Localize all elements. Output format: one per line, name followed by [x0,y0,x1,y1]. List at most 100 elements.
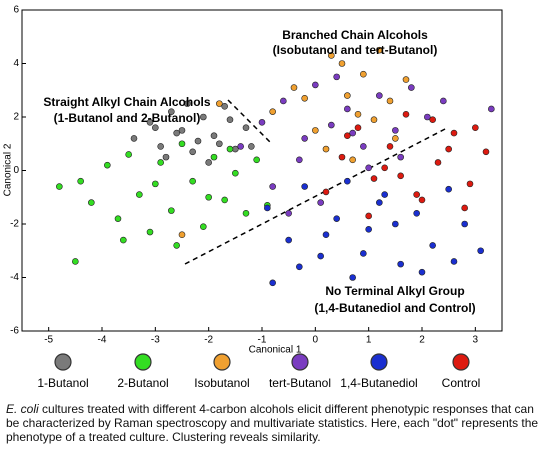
point [434,159,442,166]
point [349,156,356,164]
point [386,143,394,150]
point [205,159,212,166]
point [370,116,378,123]
point [178,127,186,134]
point [418,268,426,276]
point [152,180,159,188]
point [461,204,468,212]
point [189,148,196,156]
annotation: (1-Butanol and 2-Butanol) [54,111,201,125]
legend-marker [213,353,231,371]
point [354,111,362,118]
point [381,191,388,198]
caption-text: cultures treated with different 4-carbon… [6,402,539,444]
point [301,135,308,142]
point [56,183,63,190]
plot-frame [21,9,503,332]
point [162,153,170,161]
point [365,226,372,233]
point [210,153,218,161]
point [317,199,324,206]
point [429,242,436,249]
y-tick-label: 2 [13,112,19,123]
point [242,210,250,217]
point [210,132,218,140]
x-tick-label: 2 [419,335,425,346]
point [466,180,474,188]
point [194,137,202,145]
point [136,191,143,198]
point [226,116,234,123]
point [381,164,388,172]
legend-label: Isobutanol [194,376,249,390]
legend-label: Control [442,376,481,390]
point [296,156,303,164]
point [146,228,154,236]
point [189,177,196,185]
point [285,210,292,217]
point [157,143,164,150]
point [360,143,367,150]
legend-marker [291,353,309,371]
point [120,236,127,244]
point [248,143,255,150]
point [413,210,420,217]
point [376,199,383,206]
point [296,263,303,271]
point [221,196,228,204]
point [301,183,308,190]
point [365,164,372,172]
y-tick-label: 4 [13,58,19,69]
point [445,145,452,153]
point [450,258,458,265]
point [269,183,276,190]
annotation: Straight Alkyl Chain Alcohols [43,95,210,109]
point [173,129,180,137]
point [349,274,356,281]
point [413,191,420,198]
point [397,260,404,268]
point [280,97,287,105]
legend-label: 1,4-Butanediol [340,376,417,390]
legend-label: 2-Butanol [117,376,168,390]
point [312,81,319,89]
point [322,145,330,153]
point [125,151,132,158]
point [157,159,164,166]
point [445,185,452,193]
point [200,223,207,230]
point [88,199,95,206]
point [376,92,383,99]
point [402,76,410,83]
point [392,135,399,142]
point [482,148,490,156]
point [344,177,351,185]
y-tick-label: 0 [13,165,19,176]
point [301,94,308,102]
point [333,73,340,81]
divider [227,99,271,143]
point [184,100,191,107]
point [440,97,447,105]
point [168,108,175,115]
annotation: No Terminal Alkyl Group [325,284,464,298]
point [168,207,175,214]
point [290,84,298,91]
annotation: (1,4-Butanediol and Control) [314,301,475,315]
legend-marker [54,353,72,371]
point [354,124,362,131]
annotation: Branched Chain Alcohols [282,28,428,42]
point [429,116,436,123]
legend-marker [452,353,470,371]
point [269,108,276,115]
y-axis-label: Canonical 2 [3,143,14,196]
point [328,121,335,129]
point [392,220,399,228]
x-tick-label: -4 [98,335,107,346]
legend-label: 1-Butanol [37,376,88,390]
x-tick-label: 1 [366,335,372,346]
point [338,153,346,161]
point [264,204,271,212]
point [152,124,159,131]
point [216,140,223,148]
